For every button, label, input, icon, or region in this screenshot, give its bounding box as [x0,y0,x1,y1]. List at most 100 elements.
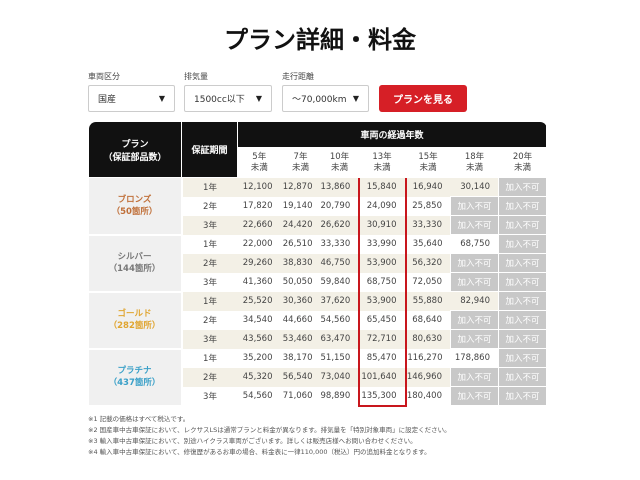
year-column-header: 10年 未満 [320,147,359,178]
year-column-header: 5年 未満 [237,147,281,178]
price-cell: 15,840 [357,177,407,197]
period-header: 保証期間 [181,121,238,178]
unavailable-cell: 加入不可 [497,234,548,254]
years-header: 車両の経過年数 [236,121,548,148]
table-row: 3年 43,560 53,460 63,470 72,710 80,630 加入不可 加入不可 [89,329,548,349]
price-cell: 46,750 [320,253,359,273]
price-cell: 53,900 [357,253,407,273]
unavailable-cell: 加入不可 [497,196,548,216]
unavailable-cell: 加入不可 [497,310,548,330]
show-plan-button[interactable]: プランを見る [379,85,467,112]
price-cell: 45,320 [237,367,281,387]
price-cell: 55,880 [405,291,451,311]
period-cell: 1年 [203,240,217,250]
unavailable-cell: 加入不可 [450,367,499,387]
price-cell: 12,870 [280,177,321,197]
unavailable-cell: 加入不可 [450,329,499,349]
chevron-down-icon: ▼ [255,94,262,103]
displacement-select[interactable]: 1500cc以下 ▼ [184,85,272,112]
chevron-down-icon: ▼ [352,94,359,103]
price-cell: 41,360 [242,277,273,287]
year-column-header: 7年 未満 [280,147,321,178]
table-row: シルバー （144箇所） 1年 22,000 26,510 33,330 33,990 35,… [88,234,548,293]
price-cell: 33,330 [405,215,451,235]
table-row: ゴールド （282箇所） 1年 25,520 30,360 37,620 53,900 55,… [88,291,548,350]
mileage-label: 走行距離 [282,72,314,81]
price-cell: 30,140 [450,177,499,197]
unavailable-cell: 加入不可 [497,272,548,292]
note: ※2 国産車中古車保証において、レクサスLSは通常プランと料金が異なります。排気… [88,426,451,434]
period-cell: 3年 [203,392,217,402]
year-column-header: 18年 未満 [450,147,499,178]
price-cell: 30,910 [357,215,407,235]
price-cell: 135,300 [357,386,407,407]
period-cell: 3年 [181,329,238,349]
price-cell: 35,200 [242,353,273,363]
price-table: プラン （保証部品数） 保証期間 車両の経過年数 5年 未満 7年 未満 10年 未満 13年… [88,121,548,407]
price-cell: 20,790 [320,201,351,211]
year-column-header: 15年 未満 [405,147,451,178]
plan-name-cell: ブロンズ （50箇所） [88,177,183,236]
mileage-select[interactable]: ～70,000km ▼ [282,85,369,112]
price-cell: 13,860 [320,177,359,197]
unavailable-cell: 加入不可 [497,177,548,197]
unavailable-cell: 加入不可 [450,310,499,330]
period-cell: 3年 [203,278,217,288]
price-cell: 68,750 [460,239,490,249]
page-title: プラン詳細・料金 [224,26,416,54]
price-cell: 22,660 [237,215,281,235]
unavailable-cell: 加入不可 [450,196,499,216]
price-cell: 37,620 [320,291,359,311]
price-cell: 16,940 [405,177,451,197]
price-cell: 26,620 [320,215,359,235]
table-row: 2年 17,820 19,140 20,790 24,090 25,850 加入不可 加入不可 [89,196,548,216]
price-cell: 146,960 [405,367,451,387]
mileage-value: ～70,000km [292,95,347,105]
price-cell: 80,630 [405,329,451,349]
price-cell: 19,140 [282,201,313,211]
price-cell: 43,560 [237,329,281,349]
displacement-label: 排気量 [184,72,208,81]
period-cell: 1年 [203,354,217,364]
price-cell: 34,540 [242,315,273,325]
table-row: 3年 22,660 24,420 26,620 30,910 33,330 加入不可 加入不可 [89,215,548,235]
price-cell: 25,520 [237,291,281,311]
vehicle-type-select[interactable]: 国産 ▼ [88,85,175,112]
unavailable-cell: 加入不可 [497,329,548,349]
price-cell: 51,150 [320,353,351,363]
note: ※4 輸入車中古車保証において、修復歴があるお車の場合、料金表に一律110,00… [88,448,431,456]
price-cell: 65,450 [357,310,407,330]
period-cell: 2年 [203,202,217,212]
table-row: 2年 29,260 38,830 46,750 53,900 56,320 加入不可 加入不可 [89,253,548,273]
unavailable-cell: 加入不可 [497,215,548,235]
price-cell: 178,860 [454,353,490,363]
table-row: ブロンズ （50箇所） 1年 12,100 12,870 13,860 15,840 16,9… [88,177,548,236]
plan-name-cell: ゴールド （282箇所） [88,291,183,350]
chevron-down-icon: ▼ [158,94,165,103]
unavailable-cell: 加入不可 [497,348,548,368]
price-cell: 56,540 [280,367,321,387]
price-cell: 73,040 [320,367,359,387]
period-cell: 3年 [181,215,238,235]
price-cell: 53,460 [280,329,321,349]
year-column-header: 13年 未満 [358,147,406,178]
unavailable-cell: 加入不可 [450,386,499,406]
price-cell: 38,170 [282,353,313,363]
price-cell: 24,090 [357,196,407,216]
price-cell: 63,470 [320,329,359,349]
unavailable-cell: 加入不可 [497,253,548,273]
unavailable-cell: 加入不可 [497,367,548,387]
table-row: プラチナ （437箇所） 1年 35,200 38,170 51,150 85,470 116… [88,348,548,407]
price-cell: 12,100 [237,177,281,197]
price-cell: 50,050 [282,277,313,287]
note: ※3 輸入車中古車保証において、別途ハイクラス車両がございます。詳しくは販売店様… [88,437,417,445]
price-cell: 25,850 [412,201,442,211]
price-cell: 38,830 [280,253,321,273]
price-cell: 22,000 [242,239,273,249]
period-cell: 2年 [203,316,217,326]
price-cell: 35,640 [412,239,443,249]
plan-name-cell: プラチナ （437箇所） [88,348,183,407]
notes: ※1 記載の価格はすべて税込です。 ※2 国産車中古車保証において、レクサスLS… [88,414,451,458]
price-cell: 85,470 [357,348,407,368]
price-cell: 30,360 [280,291,321,311]
